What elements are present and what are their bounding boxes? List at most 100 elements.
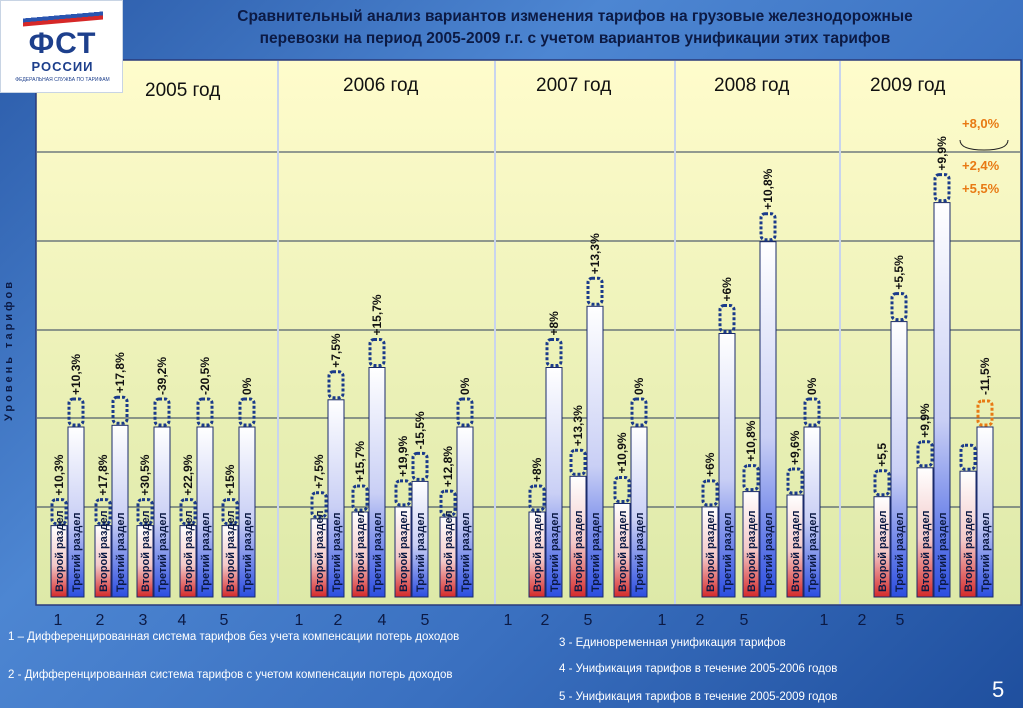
dashed-box-second-1-3 — [439, 489, 457, 517]
variant-number-16: 2 — [858, 612, 867, 629]
bar-label-second-0-4: Второй раздел — [225, 510, 237, 592]
bar-label-third-0-0: Третий раздел — [71, 513, 83, 593]
value-third-0-4: 0% — [240, 377, 254, 395]
bar-label-third-1-0: Третий раздел — [331, 513, 343, 593]
bar-second-4-2 — [959, 470, 977, 598]
bar-third-1-1 — [368, 367, 386, 598]
annotation-3: +5,5% — [962, 181, 1000, 196]
variant-number-7: 4 — [378, 612, 387, 629]
variant-number-17: 5 — [896, 612, 905, 629]
bar-label-third-1-1: Третий раздел — [372, 513, 384, 593]
value-third-1-3: 0% — [458, 377, 472, 395]
variant-number-2: 3 — [139, 612, 148, 629]
logo-line2: РОССИИ — [31, 59, 94, 74]
bar-third-0-0 — [67, 426, 85, 598]
value-second-1-3: +12,8% — [441, 446, 455, 487]
title-line2: перевозки на период 2005-2009 г.г. с уче… — [259, 30, 891, 47]
bar-label-second-3-2: Второй раздел — [790, 510, 802, 592]
dashed-box-second-0-0 — [50, 498, 68, 526]
bar-label-third-4-1: Третий раздел — [937, 513, 949, 593]
bar-label-second-1-3: Второй раздел — [443, 510, 455, 592]
bar-second-0-3 — [179, 525, 197, 598]
bar-label-third-0-2: Третий раздел — [157, 513, 169, 593]
bar-label-third-2-1: Третий раздел — [590, 513, 602, 593]
dashed-box-second-4-2 — [959, 443, 977, 471]
legend-item-4: 4 - Унификация тарифов в течение 2005-20… — [559, 663, 838, 675]
dashed-box-third-3-1 — [759, 212, 777, 242]
bar-third-1-2 — [411, 480, 429, 598]
value-third-1-2: -15,5% — [413, 411, 427, 449]
value-third-4-2: -11,5% — [978, 357, 992, 395]
bar-label-third-1-3: Третий раздел — [460, 513, 472, 593]
bar-third-0-4 — [238, 426, 256, 598]
dashed-box-third-0-4 — [238, 397, 256, 427]
value-second-3-0: +6% — [703, 452, 717, 477]
bar-third-4-1 — [933, 202, 951, 598]
legend-item-3: 3 - Единовременная унификация тарифов — [559, 637, 786, 649]
value-third-0-0: +10,3% — [69, 354, 83, 395]
variant-number-4: 5 — [220, 612, 229, 629]
value-second-0-1: +17,8% — [96, 454, 110, 495]
bar-label-third-2-0: Третий раздел — [549, 513, 561, 593]
bar-label-second-2-0: Второй раздел — [532, 510, 544, 592]
value-second-0-2: +30,5% — [138, 454, 152, 495]
value-third-3-0: +6% — [720, 277, 734, 302]
bar-label-second-3-1: Второй раздел — [746, 510, 758, 592]
value-second-2-2: +10,9% — [615, 432, 629, 473]
bar-label-second-0-0: Второй раздел — [54, 510, 66, 592]
dashed-box-third-1-3 — [456, 397, 474, 427]
dashed-box-second-1-0 — [310, 491, 328, 519]
value-third-2-2: 0% — [632, 377, 646, 395]
variant-number-1: 2 — [96, 612, 105, 629]
value-second-1-2: +19,9% — [396, 436, 410, 477]
bar-third-1-0 — [327, 399, 345, 598]
dashed-box-second-0-2 — [136, 498, 154, 526]
dashed-box-third-3-0 — [718, 304, 736, 333]
bar-second-2-1 — [569, 475, 587, 598]
bar-label-third-4-2: Третий раздел — [980, 513, 992, 593]
bar-third-3-2 — [803, 426, 821, 598]
bar-label-third-2-2: Третий раздел — [634, 513, 646, 593]
logo-line1: ФСТ — [28, 27, 97, 60]
dashed-box-third-0-1 — [111, 395, 129, 425]
bar-label-third-3-1: Третий раздел — [763, 513, 775, 593]
bar-second-0-4 — [221, 525, 239, 598]
bar-label-third-0-3: Третий раздел — [200, 513, 212, 593]
bar-second-0-1 — [94, 525, 112, 598]
value-second-0-0: +10,3% — [52, 454, 66, 495]
bar-second-0-0 — [50, 525, 68, 598]
bar-third-0-2 — [153, 426, 171, 598]
dashed-box-third-4-0 — [890, 292, 908, 322]
variant-number-8: 5 — [421, 612, 430, 629]
dashed-box-third-3-2 — [803, 397, 821, 427]
bar-third-4-2 — [976, 426, 994, 598]
bar-label-third-1-2: Третий раздел — [415, 513, 427, 593]
dashed-box-second-0-3 — [179, 498, 197, 526]
bar-label-second-0-1: Второй раздел — [98, 510, 110, 592]
dashed-box-second-0-4 — [221, 498, 239, 526]
page-title: Сравнительный анализ вариантов изменения… — [150, 6, 1000, 50]
bar-third-3-0 — [718, 333, 736, 598]
bar-label-second-3-0: Второй раздел — [705, 510, 717, 592]
value-second-0-3: +22,9% — [181, 454, 195, 495]
dashed-box-third-4-2 — [976, 399, 994, 427]
bar-label-third-0-4: Третий раздел — [242, 513, 254, 593]
dashed-box-third-2-2 — [630, 397, 648, 427]
value-third-3-1: +10,8% — [761, 168, 775, 209]
bar-third-2-2 — [630, 426, 648, 598]
bar-second-3-1 — [742, 491, 760, 598]
bar-third-0-1 — [111, 424, 129, 598]
value-second-2-1: +13,3% — [571, 405, 585, 446]
dashed-box-second-4-0 — [873, 469, 891, 497]
value-third-0-3: -20,5% — [198, 357, 212, 395]
dashed-box-third-0-0 — [67, 397, 85, 427]
value-second-2-0: +8% — [530, 457, 544, 482]
variant-number-13: 2 — [696, 612, 705, 629]
bar-label-second-2-1: Второй раздел — [573, 510, 585, 592]
dashed-box-third-1-1 — [368, 338, 386, 367]
annotation-brace — [959, 139, 1009, 151]
value-second-1-1: +15,7% — [353, 441, 367, 482]
value-second-1-0: +7,5% — [312, 454, 326, 489]
dashed-box-second-2-1 — [569, 448, 587, 476]
